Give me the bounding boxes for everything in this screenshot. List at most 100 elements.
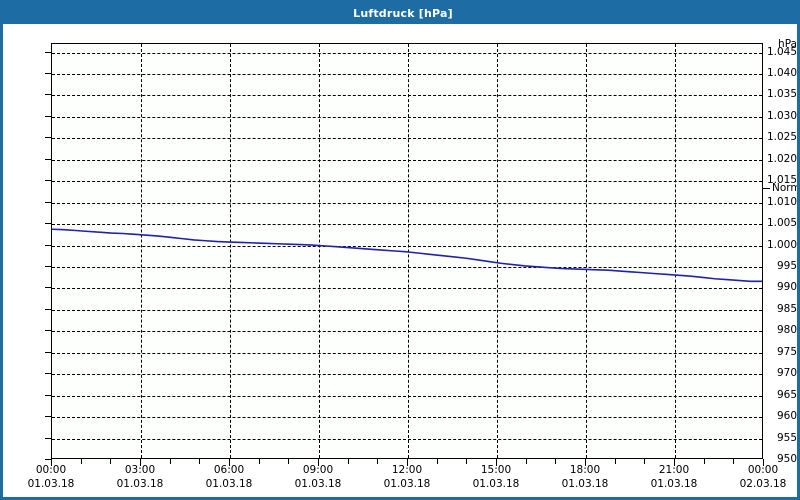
y-axis-tick-label: 1.020 [766, 152, 797, 165]
x-axis-minor-tick [347, 459, 349, 464]
normal-reference-tick [763, 187, 770, 189]
x-axis-tick-date: 01.03.18 [561, 478, 609, 490]
x-axis-minor-tick [703, 459, 705, 464]
y-axis-tick-mark [45, 373, 51, 375]
x-axis-minor-tick [644, 459, 646, 464]
gridline-vertical [319, 44, 320, 458]
x-axis-tick-mark [229, 459, 230, 466]
x-axis-minor-tick [466, 459, 468, 464]
x-axis-tick-mark [407, 459, 408, 466]
x-axis-tick-date: 01.03.18 [383, 478, 431, 490]
gridline-horizontal [52, 116, 762, 118]
gridline-vertical [230, 44, 231, 458]
y-axis-tick-label: 950 [776, 453, 797, 465]
x-axis-tick-mark [585, 459, 586, 466]
gridline-horizontal [52, 202, 762, 204]
y-axis-tick-mark [45, 158, 51, 160]
y-axis-tick-label: 980 [776, 324, 797, 337]
gridline-vertical [497, 44, 498, 458]
y-axis-tick-label: 955 [776, 431, 797, 444]
normal-reference-label: Normal [772, 181, 800, 194]
y-axis-tick-mark [45, 308, 51, 310]
plot-area [51, 43, 763, 459]
pressure-series-line [52, 228, 762, 283]
y-axis-tick-label: 1.000 [766, 238, 797, 251]
gridline-horizontal [52, 52, 762, 54]
x-axis-minor-tick [110, 459, 112, 464]
gridline-horizontal [52, 288, 762, 290]
y-axis-tick-mark [45, 459, 51, 460]
y-axis-tick-label: 1.035 [766, 88, 797, 101]
y-axis-tick-label: 1.010 [766, 195, 797, 208]
x-axis-tick-label: 00:00 02.03.18 [718, 463, 797, 491]
x-axis-tick-label: 21:00 01.03.18 [629, 463, 719, 491]
x-axis-minor-tick [199, 459, 201, 464]
x-axis-tick-time: 15:00 [480, 464, 512, 476]
gridline-horizontal [52, 138, 762, 140]
x-axis-minor-tick [614, 459, 616, 464]
gridline-horizontal [52, 159, 762, 161]
x-axis-tick-label: 18:00 01.03.18 [540, 463, 630, 491]
y-axis-tick-mark [45, 51, 51, 53]
x-axis-minor-tick [288, 459, 290, 464]
gridline-horizontal [52, 245, 762, 247]
gridline-horizontal [52, 352, 762, 354]
y-axis-tick-label: 960 [776, 410, 797, 423]
y-axis-tick-mark [45, 266, 51, 267]
gridline-horizontal [52, 74, 762, 76]
x-axis-tick-label: 03:00 01.03.18 [95, 463, 185, 491]
x-axis-tick-time: 03:00 [124, 464, 156, 476]
x-axis-minor-tick [733, 459, 735, 464]
y-axis-tick-mark [45, 244, 51, 246]
y-axis-tick-label: 995 [776, 260, 797, 272]
y-axis-tick-mark [45, 437, 51, 439]
x-axis-tick-time: 09:00 [302, 464, 334, 476]
y-axis-tick-mark [45, 115, 51, 117]
y-axis-tick-label: 970 [776, 367, 797, 380]
gridline-horizontal [52, 309, 762, 311]
x-axis-tick-mark [496, 459, 497, 466]
x-axis-tick-date: 01.03.18 [116, 478, 164, 490]
x-axis-tick-mark [51, 459, 52, 466]
y-axis-tick-label: 1.040 [766, 67, 797, 80]
x-axis-minor-tick [80, 459, 82, 464]
y-axis-tick-mark [45, 351, 51, 353]
y-axis-tick-mark [45, 394, 51, 396]
y-axis-tick-label: 1.015 [766, 174, 797, 187]
chart-canvas: hPa 1.045 1.040 1.035 1.030 1.025 1.020 1.015 1… [3, 24, 800, 497]
y-axis-tick-label: 965 [776, 388, 797, 401]
x-axis-tick-label: 00:00 01.03.18 [6, 463, 96, 491]
y-axis-tick-label: 985 [776, 302, 797, 315]
gridline-vertical [141, 44, 142, 458]
x-axis-tick-date: 01.03.18 [294, 478, 342, 490]
x-axis-tick-label: 15:00 01.03.18 [451, 463, 541, 491]
window-titlebar: Luftdruck [hPa] [3, 3, 797, 24]
x-axis-tick-date: 01.03.18 [472, 478, 520, 490]
series-polyline [52, 228, 762, 283]
x-axis-tick-label: 12:00 01.03.18 [362, 463, 452, 491]
y-axis-tick-mark [45, 201, 51, 203]
x-axis-tick-date: 01.03.18 [27, 478, 75, 490]
gridline-horizontal [52, 95, 762, 97]
gridline-horizontal [52, 374, 762, 376]
y-axis-tick-label: 1.045 [766, 45, 797, 58]
x-axis-tick-mark [674, 459, 675, 466]
x-axis-tick-time: 21:00 [658, 464, 690, 476]
gridline-horizontal [52, 224, 762, 226]
x-axis-tick-date: 01.03.18 [205, 478, 253, 490]
y-axis-tick-mark [45, 330, 51, 332]
y-axis-tick-label: 990 [776, 281, 797, 294]
x-axis-minor-tick [436, 459, 438, 464]
y-axis-tick-label: 1.005 [766, 217, 797, 230]
x-axis-tick-mark [763, 459, 764, 466]
x-axis-tick-time: 00:00 [35, 464, 67, 476]
y-axis-tick-mark [45, 223, 51, 225]
x-axis-minor-tick [169, 459, 171, 464]
x-axis-tick-time: 06:00 [213, 464, 245, 476]
y-axis-tick-mark [45, 416, 51, 418]
y-axis-tick-mark [45, 94, 51, 96]
gridline-horizontal [52, 417, 762, 419]
gridline-horizontal [52, 438, 762, 440]
x-axis-tick-time: 12:00 [391, 464, 423, 476]
